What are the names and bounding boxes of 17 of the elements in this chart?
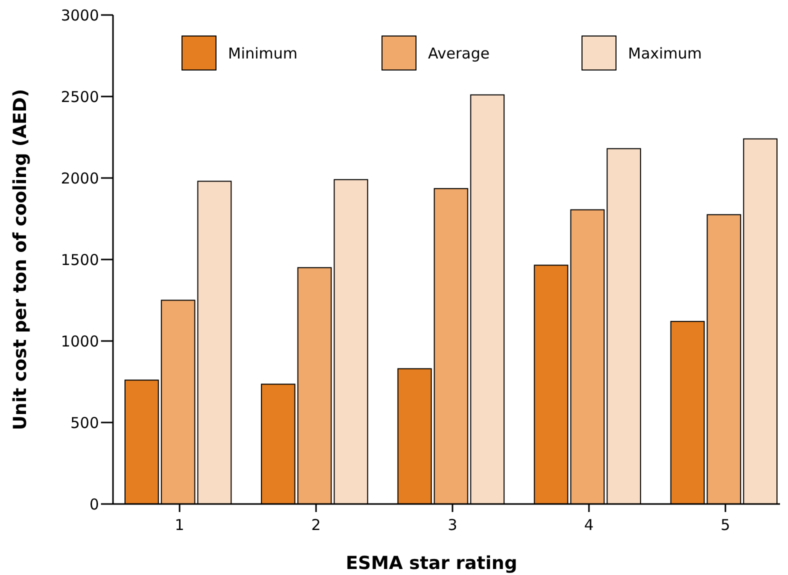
y-tick-label: 2500	[60, 88, 99, 106]
y-axis-title: Unit cost per ton of cooling (AED)	[10, 88, 31, 430]
x-axis-title: ESMA star rating	[346, 553, 518, 574]
x-tick-label: 4	[584, 516, 594, 534]
y-tick-label: 1000	[60, 332, 99, 350]
x-tick-label: 2	[311, 516, 321, 534]
legend-label: Minimum	[228, 44, 298, 62]
x-tick-label: 1	[174, 516, 184, 534]
legend-label: Maximum	[628, 44, 702, 62]
y-tick-label: 2000	[60, 169, 99, 188]
x-tick-label: 5	[720, 516, 730, 534]
y-tick-label: 1500	[60, 250, 99, 269]
y-tick-label: 500	[70, 414, 99, 432]
legend-label: Average	[428, 44, 490, 62]
x-tick-label: 3	[448, 516, 458, 534]
y-tick-label: 0	[89, 495, 99, 514]
y-tick-label: 3000	[60, 6, 99, 24]
